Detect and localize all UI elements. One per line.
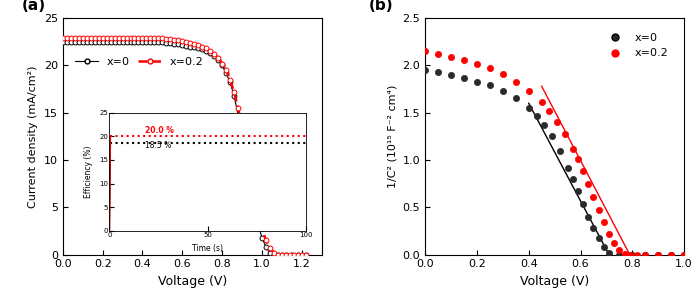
- Y-axis label: 1/C² (10¹⁵ F⁻² cm⁴): 1/C² (10¹⁵ F⁻² cm⁴): [387, 85, 397, 188]
- X-axis label: Voltage (V): Voltage (V): [520, 275, 589, 288]
- Text: (b): (b): [369, 0, 393, 13]
- Legend: x=0, x=0.2: x=0, x=0.2: [600, 28, 674, 63]
- X-axis label: Voltage (V): Voltage (V): [158, 275, 227, 288]
- Y-axis label: Current density (mA/cm²): Current density (mA/cm²): [29, 65, 38, 208]
- Legend: x=0, x=0.2: x=0, x=0.2: [71, 52, 208, 71]
- Text: (a): (a): [22, 0, 45, 13]
